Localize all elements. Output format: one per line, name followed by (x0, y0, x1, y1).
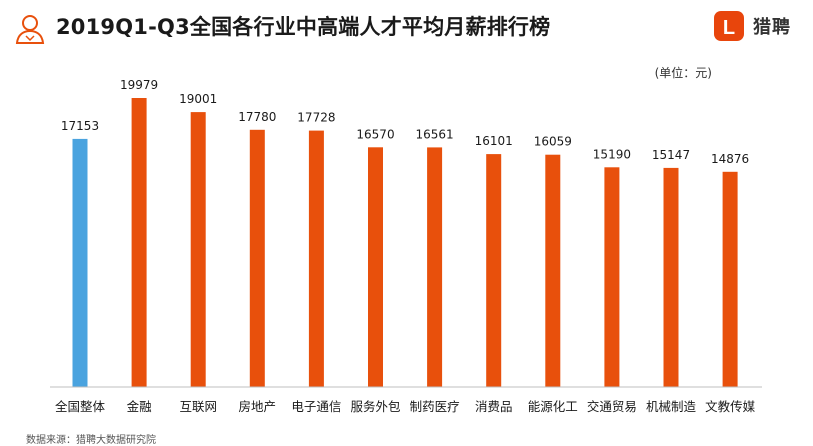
bar-7 (486, 154, 502, 387)
category-label: 消费品 (475, 399, 513, 414)
data-label: 16561 (416, 127, 454, 141)
category-label: 服务外包 (350, 399, 400, 414)
brand-logo: L 猎聘 (713, 10, 791, 42)
logo-letter: L (723, 17, 735, 39)
data-label: 16570 (356, 127, 394, 141)
data-label: 17728 (297, 111, 335, 125)
person-outline-icon (15, 15, 45, 44)
bar-8 (545, 154, 561, 387)
bar-10 (663, 167, 679, 387)
category-label: 电子通信 (291, 399, 341, 414)
bar-1 (131, 98, 147, 387)
category-label: 机械制造 (646, 399, 697, 414)
category-label: 房地产 (239, 399, 277, 414)
data-label: 19001 (179, 92, 217, 106)
data-label: 17153 (61, 119, 99, 133)
labels-layer: 17153 全国整体 19979 金融 19001 互联网 17780 房地产 17728 电子通… (55, 78, 756, 414)
unit-label: (单位：元) (654, 66, 712, 80)
category-label: 交通贸易 (587, 399, 637, 414)
data-label: 17780 (238, 110, 276, 124)
bar-2 (190, 112, 206, 387)
category-label: 制药医疗 (410, 399, 460, 414)
chart-title: 2019Q1-Q3全国各行业中高端人才平均月薪排行榜 (56, 15, 551, 39)
data-label: 16059 (534, 135, 572, 149)
category-label: 全国整体 (55, 399, 106, 414)
bar-6 (427, 147, 443, 387)
category-label: 互联网 (179, 399, 217, 414)
bar-5 (368, 147, 383, 387)
bar-9 (604, 167, 620, 387)
bars-layer (72, 98, 738, 388)
bar-0 (72, 138, 88, 387)
bar-4 (308, 130, 324, 387)
category-label: 能源化工 (528, 399, 578, 414)
data-label: 14876 (711, 152, 749, 166)
category-label: 文教传媒 (705, 399, 756, 414)
data-label: 16101 (475, 134, 513, 148)
data-label: 15190 (593, 147, 631, 161)
data-source: 数据来源：猎聘大数据研究院 (26, 435, 156, 446)
brand-name: 猎聘 (753, 17, 791, 38)
data-label: 19979 (120, 78, 158, 92)
bar-11 (722, 171, 738, 387)
data-label: 15147 (652, 148, 690, 162)
category-label: 金融 (127, 399, 153, 414)
liepin-logo-icon: L (714, 11, 744, 41)
bar-3 (249, 129, 265, 388)
